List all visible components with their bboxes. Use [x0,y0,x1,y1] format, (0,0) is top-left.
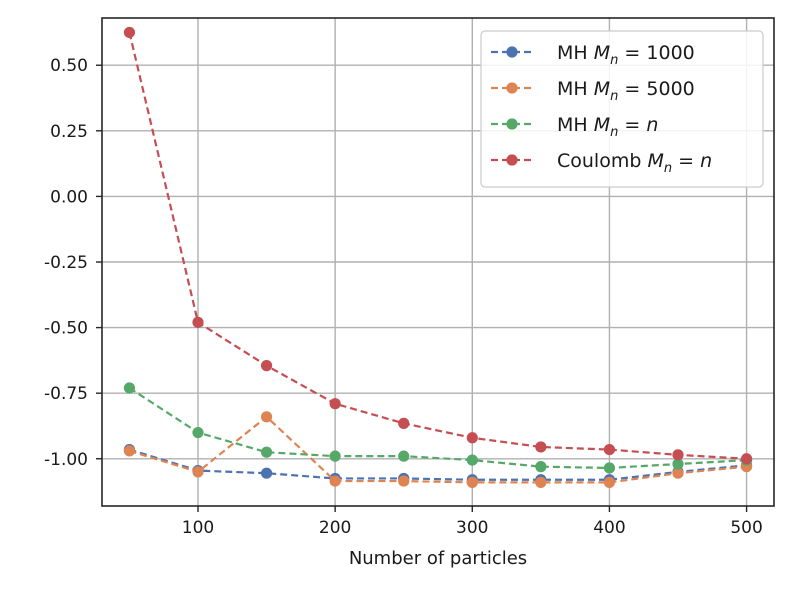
legend-label: MH Mn = n [557,114,658,140]
legend-suffix: = 1000 [618,42,694,64]
legend-prefix: MH [557,78,594,100]
data-point [603,476,616,488]
legend-suffix: = [672,150,700,172]
legend-label: MH Mn = 1000 [557,42,695,68]
data-point [329,450,341,462]
data-point [466,432,478,444]
data-point [192,426,204,439]
legend-subscript: n [610,89,618,104]
legend-prefix: MH [557,42,594,64]
legend-suffix: = [618,114,646,136]
x-tick-label: 300 [456,518,488,538]
legend-var: M [594,114,610,136]
data-point [672,449,684,461]
data-point [123,445,136,457]
data-point [260,467,273,479]
y-tick-label: -0.50 [44,319,88,339]
y-tick-label: 0.00 [50,187,88,207]
data-point [329,398,341,410]
legend-tail: n [700,150,712,172]
series-3 [123,26,753,465]
series-2 [123,382,753,474]
data-point [260,411,273,423]
legend-subscript: n [664,161,672,176]
legend-marker [506,154,518,166]
data-point [466,476,478,488]
legend-marker [506,82,518,94]
data-point [398,450,410,462]
x-tick-label: 100 [182,518,214,538]
x-axis-ticks: 100 200 300 400 500 [182,506,763,538]
series-line [128,32,747,460]
series-1 [123,411,753,488]
x-tick-label: 500 [730,518,762,538]
series-line [129,415,747,484]
data-point [192,316,204,328]
legend-var: M [594,42,610,64]
y-tick-label: -0.75 [44,384,88,404]
legend-var: M [647,150,663,172]
data-point [535,461,547,473]
data-point [123,26,136,39]
legend-box [480,30,764,188]
data-point [603,462,616,474]
legend-item: Coulomb Mn = n [491,150,712,176]
x-axis-title: Number of particles [349,548,527,569]
data-point [260,360,273,372]
data-point [329,475,341,487]
data-point [123,382,136,394]
legend-prefix: MH [557,114,594,136]
legend-suffix: = 5000 [618,78,694,100]
legend-label: Coulomb Mn = n [557,150,712,176]
series-layer [123,26,753,488]
legend-tail: n [646,114,658,136]
legend-item: MH Mn = n [491,114,658,140]
data-point [535,476,547,488]
x-tick-label: 200 [319,518,351,538]
y-tick-label: -0.25 [44,253,88,273]
y-tick-label: 0.50 [50,56,88,76]
legend-marker [506,118,518,130]
legend-item: MH Mn = 5000 [491,78,695,104]
series-line [129,448,747,481]
data-point [672,467,684,479]
data-point [672,458,684,470]
legend-var: M [594,78,610,100]
x-tick-label: 400 [593,518,625,538]
data-point [535,441,547,453]
y-tick-label: 0.25 [50,122,88,142]
data-point [466,454,478,466]
data-point [398,417,410,429]
legend-subscript: n [610,125,618,140]
legend-item: MH Mn = 1000 [491,42,695,68]
data-point [398,475,410,487]
y-axis-ticks: 0.50 0.25 0.00 -0.25 -0.50 -0.75 -1.00 [44,56,102,470]
data-point [740,453,753,465]
legend-prefix: Coulomb [557,150,647,172]
legend-subscript: n [610,53,618,68]
data-point [260,446,273,458]
data-point [603,443,616,456]
legend-marker [506,46,518,58]
data-point [192,466,204,478]
series-line [128,387,747,470]
legend-label: MH Mn = 5000 [557,78,695,104]
y-tick-label: -1.00 [44,450,88,470]
